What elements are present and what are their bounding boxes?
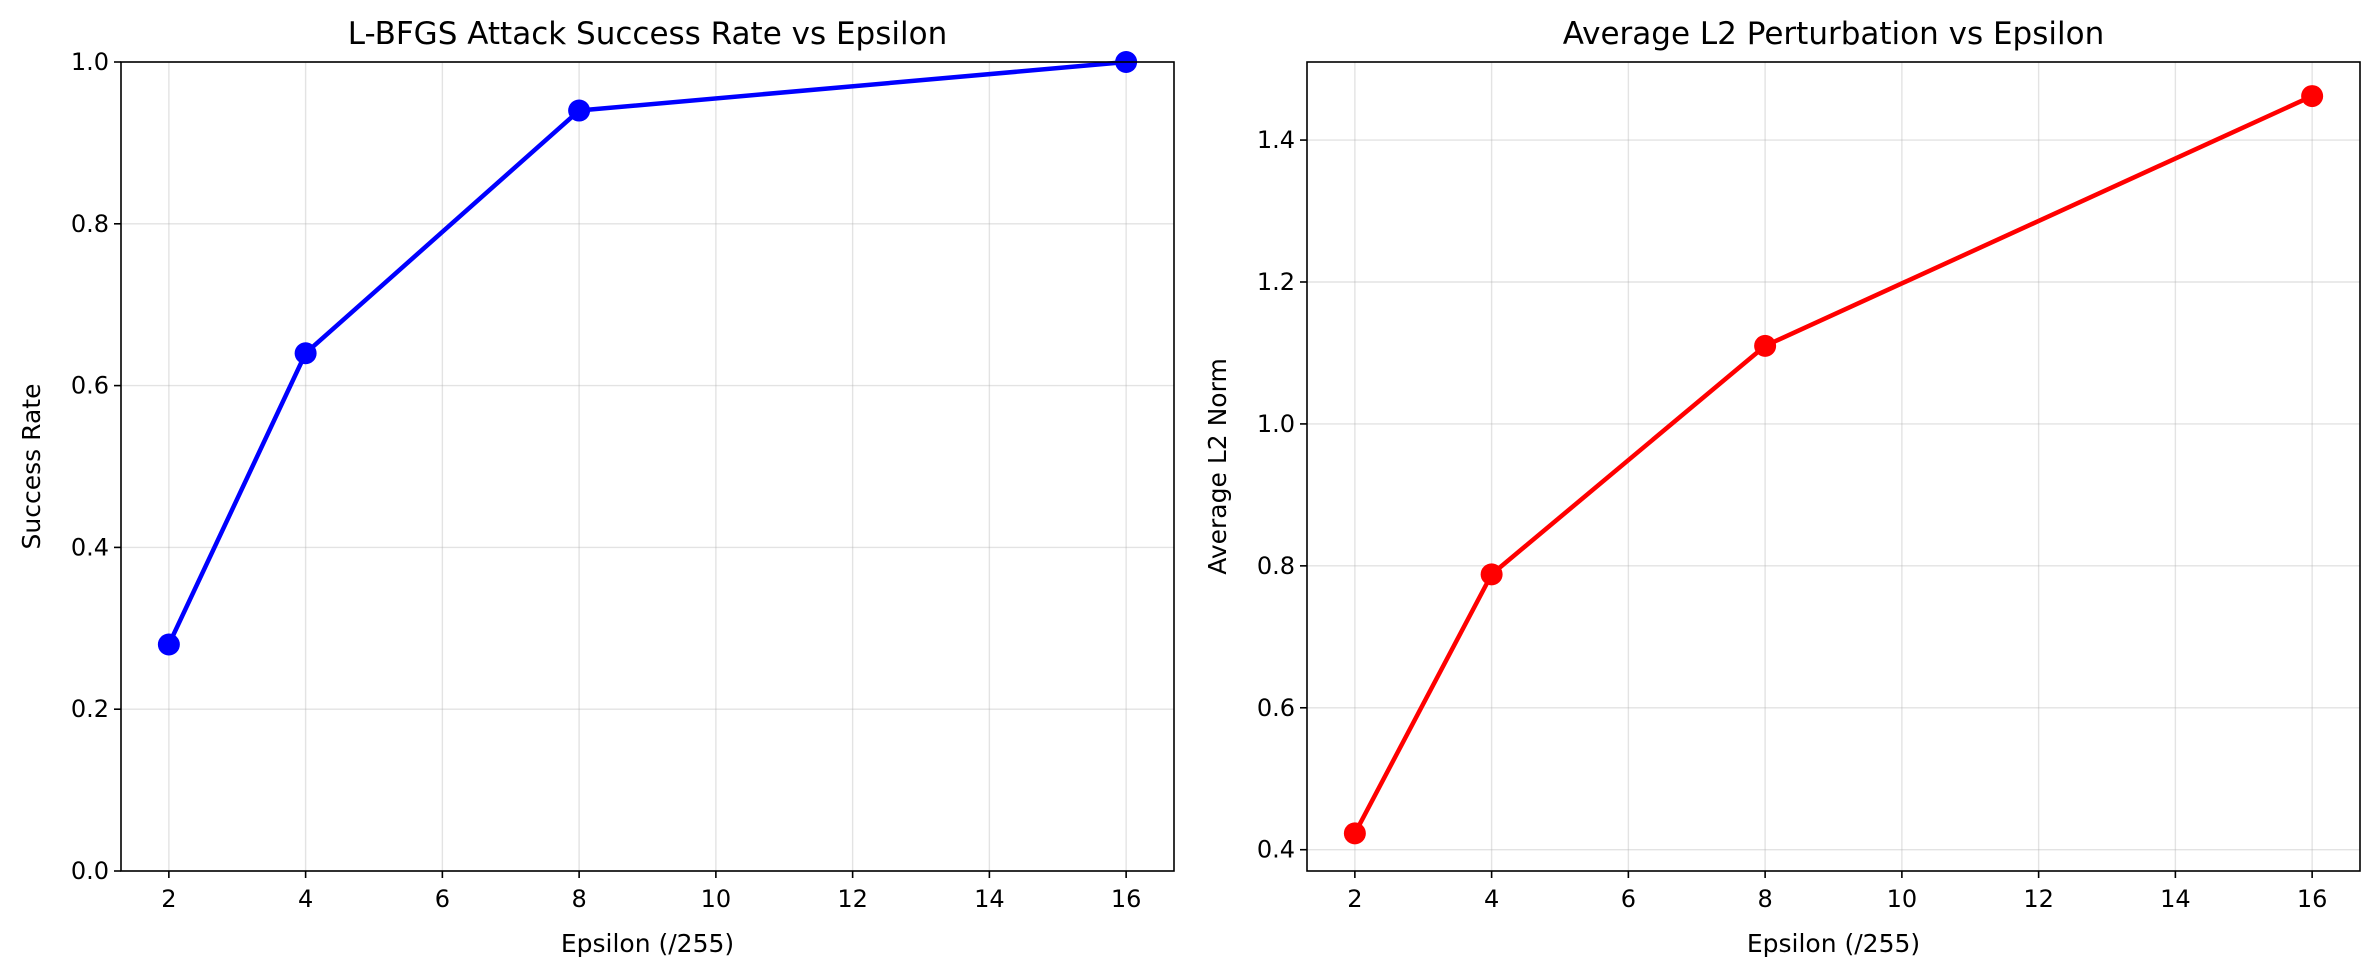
x-tick-label: 8 <box>1757 885 1772 913</box>
y-tick-label: 0.0 <box>71 857 109 885</box>
x-tick-label: 6 <box>1621 885 1636 913</box>
y-tick-label: 0.4 <box>1257 836 1295 864</box>
x-tick-label: 6 <box>435 885 450 913</box>
y-tick-label: 0.8 <box>71 210 109 238</box>
l2-norm-chart: 2 4 6 8 10 12 14 16 0.4 0.6 0.8 1.0 1.2 1.4 Average L… <box>1203 16 2361 958</box>
x-tick-label: 8 <box>571 885 586 913</box>
x-tick-label: 4 <box>1484 885 1499 913</box>
x-tick-label: 4 <box>298 885 313 913</box>
y-axis-label: Average L2 Norm <box>1203 358 1232 575</box>
y-tick-label: 1.2 <box>1257 268 1295 296</box>
x-tick-label: 12 <box>837 885 868 913</box>
data-point <box>1343 822 1366 845</box>
x-tick-label: 16 <box>1111 885 1142 913</box>
y-tick-label: 1.0 <box>1257 410 1295 438</box>
series-line <box>1352 94 2314 835</box>
x-tick-label: 2 <box>1347 885 1362 913</box>
y-tick-label: 1.4 <box>1257 126 1295 154</box>
x-tick-label: 10 <box>1887 885 1918 913</box>
x-axis-label: Epsilon (/255) <box>561 929 734 958</box>
data-point <box>1480 563 1503 586</box>
y-tick-label: 0.4 <box>71 533 109 561</box>
y-tick-label: 0.8 <box>1257 552 1295 580</box>
data-point <box>568 99 591 122</box>
data-point <box>2301 85 2324 108</box>
chart-title: Average L2 Perturbation vs Epsilon <box>1563 16 2104 52</box>
y-tick-label: 0.6 <box>71 372 109 400</box>
plot-frame <box>1306 61 2361 872</box>
x-axis-label: Epsilon (/255) <box>1747 929 1920 958</box>
x-tick-label: 16 <box>2297 885 2328 913</box>
x-tick-label: 12 <box>2023 885 2054 913</box>
plot-frame <box>120 61 1175 872</box>
y-tick-label: 0.6 <box>1257 694 1295 722</box>
data-point <box>294 342 317 365</box>
x-tick-label: 2 <box>161 885 176 913</box>
success-rate-chart: 2 4 6 8 10 12 14 16 0.0 0.2 0.4 0.6 0.8 1.0 L-BFGS At… <box>17 16 1175 958</box>
data-point <box>1754 334 1777 357</box>
series-line <box>166 59 1127 646</box>
x-tick-label: 10 <box>701 885 732 913</box>
chart-title: L-BFGS Attack Success Rate vs Epsilon <box>348 16 947 52</box>
x-tick-label: 14 <box>974 885 1005 913</box>
y-tick-label: 1.0 <box>71 48 109 76</box>
y-axis-label: Success Rate <box>17 384 46 550</box>
x-tick-label: 14 <box>2160 885 2191 913</box>
data-point <box>157 633 180 656</box>
y-tick-label: 0.2 <box>71 695 109 723</box>
